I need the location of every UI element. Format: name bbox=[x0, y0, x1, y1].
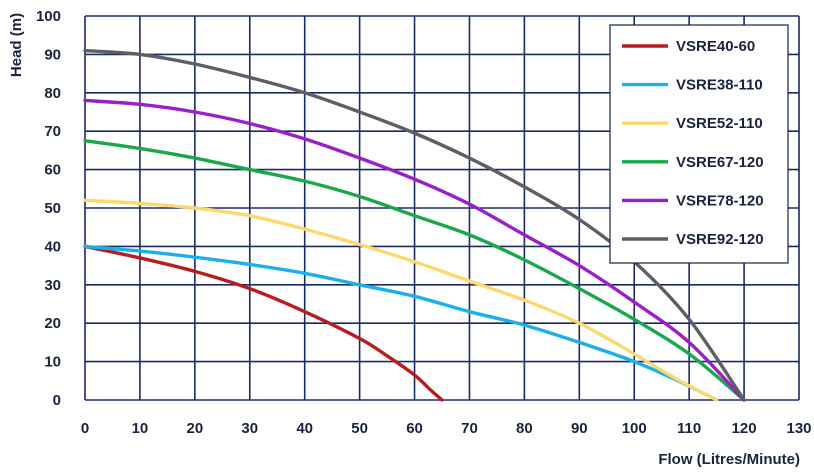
y-tick-label: 100 bbox=[36, 8, 61, 25]
series-curves bbox=[83, 48, 746, 402]
x-tick-label: 80 bbox=[516, 420, 533, 437]
y-tick-label: 10 bbox=[44, 354, 61, 371]
x-tick-label: 20 bbox=[187, 420, 204, 437]
y-tick-label: 90 bbox=[44, 46, 61, 63]
x-tick-label: 90 bbox=[571, 420, 588, 437]
y-axis-title: Head (m) bbox=[8, 13, 25, 77]
legend-label: VSRE40-60 bbox=[676, 38, 755, 55]
x-axis-title: Flow (Litres/Minute) bbox=[658, 451, 800, 468]
x-tick-label: 40 bbox=[296, 420, 313, 437]
y-tick-label: 20 bbox=[44, 315, 61, 332]
legend-label: VSRE67-120 bbox=[676, 154, 764, 171]
y-tick-label: 0 bbox=[53, 392, 61, 409]
series-line-vsre92-120 bbox=[83, 48, 746, 402]
legend-label: VSRE38-110 bbox=[676, 77, 763, 94]
series-line-vsre52-110 bbox=[83, 198, 719, 402]
y-tick-label: 50 bbox=[44, 200, 61, 217]
legend: VSRE40-60 VSRE38-110 VSRE52-110 VSRE67-120 V… bbox=[609, 24, 789, 264]
x-tick-label: 120 bbox=[732, 420, 757, 437]
legend-label: VSRE78-120 bbox=[676, 192, 764, 209]
y-tick-label: 80 bbox=[44, 85, 61, 102]
x-tick-label: 70 bbox=[461, 420, 478, 437]
x-tick-label: 0 bbox=[81, 420, 89, 437]
series-line-vsre78-120 bbox=[83, 98, 746, 402]
y-tick-labels: 0 10 20 30 40 50 60 70 80 90 100 bbox=[36, 8, 61, 409]
x-tick-label: 130 bbox=[786, 420, 811, 437]
x-tick-label: 10 bbox=[132, 420, 149, 437]
legend-label: VSRE52-110 bbox=[676, 115, 763, 132]
y-tick-label: 70 bbox=[44, 123, 61, 140]
legend-label: VSRE92-120 bbox=[676, 231, 764, 248]
y-tick-label: 60 bbox=[44, 162, 61, 179]
legend-box bbox=[609, 24, 789, 264]
x-tick-label: 100 bbox=[622, 420, 647, 437]
x-tick-label: 50 bbox=[351, 420, 368, 437]
x-tick-label: 30 bbox=[241, 420, 258, 437]
series-line-vsre40-60 bbox=[83, 244, 444, 402]
x-tick-labels: 0 10 20 30 40 50 60 70 80 90 100 110 120 130 bbox=[81, 420, 812, 437]
y-tick-label: 40 bbox=[44, 238, 61, 255]
y-tick-label: 30 bbox=[44, 277, 61, 294]
series-line-vsre67-120 bbox=[83, 139, 746, 402]
x-tick-label: 110 bbox=[677, 420, 701, 437]
x-tick-label: 60 bbox=[406, 420, 423, 437]
series-line-vsre38-110 bbox=[83, 244, 719, 402]
